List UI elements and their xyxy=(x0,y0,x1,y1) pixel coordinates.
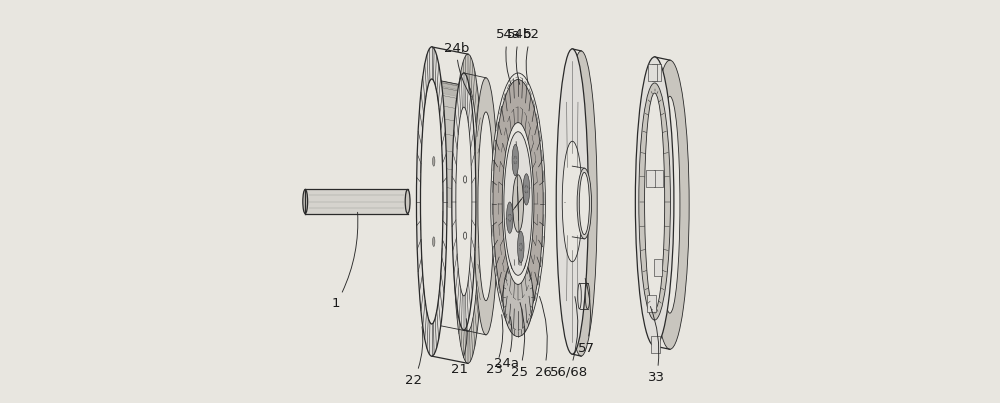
FancyBboxPatch shape xyxy=(648,64,657,81)
Polygon shape xyxy=(430,79,468,88)
Ellipse shape xyxy=(585,283,590,309)
FancyBboxPatch shape xyxy=(647,295,656,312)
FancyBboxPatch shape xyxy=(646,170,655,187)
Ellipse shape xyxy=(565,51,597,356)
Text: 56/68: 56/68 xyxy=(550,297,588,379)
Text: 57: 57 xyxy=(577,278,594,355)
Ellipse shape xyxy=(517,231,524,263)
Polygon shape xyxy=(428,81,466,92)
Ellipse shape xyxy=(478,112,494,301)
Ellipse shape xyxy=(491,73,545,334)
Ellipse shape xyxy=(416,47,447,356)
Polygon shape xyxy=(421,146,458,171)
Ellipse shape xyxy=(303,189,308,214)
Polygon shape xyxy=(425,92,463,110)
Text: 23: 23 xyxy=(486,315,503,376)
Ellipse shape xyxy=(513,175,524,232)
Ellipse shape xyxy=(463,232,467,239)
Text: 24a: 24a xyxy=(494,317,519,370)
FancyBboxPatch shape xyxy=(654,259,662,276)
Polygon shape xyxy=(420,182,457,209)
Ellipse shape xyxy=(452,73,476,330)
FancyBboxPatch shape xyxy=(305,189,408,214)
Text: 21: 21 xyxy=(451,319,468,376)
Ellipse shape xyxy=(433,156,435,166)
Polygon shape xyxy=(435,85,473,100)
Ellipse shape xyxy=(463,176,467,183)
Ellipse shape xyxy=(651,60,689,349)
Ellipse shape xyxy=(405,189,410,214)
Polygon shape xyxy=(433,81,471,92)
Polygon shape xyxy=(421,164,457,189)
Ellipse shape xyxy=(457,86,479,331)
Text: 24b: 24b xyxy=(444,42,471,97)
Ellipse shape xyxy=(577,168,592,239)
Ellipse shape xyxy=(512,144,519,176)
Text: 33: 33 xyxy=(648,307,665,384)
Text: 25: 25 xyxy=(511,303,528,379)
Ellipse shape xyxy=(639,83,670,320)
Ellipse shape xyxy=(456,107,472,296)
Ellipse shape xyxy=(506,202,513,233)
Ellipse shape xyxy=(523,174,530,205)
Ellipse shape xyxy=(556,49,588,354)
FancyBboxPatch shape xyxy=(651,336,660,353)
Ellipse shape xyxy=(504,132,532,275)
Ellipse shape xyxy=(420,79,443,324)
Ellipse shape xyxy=(578,283,581,309)
Ellipse shape xyxy=(474,78,498,335)
Polygon shape xyxy=(432,79,470,88)
Polygon shape xyxy=(422,129,459,153)
Polygon shape xyxy=(424,102,461,122)
Polygon shape xyxy=(423,115,460,137)
FancyBboxPatch shape xyxy=(654,170,663,187)
Ellipse shape xyxy=(579,172,589,235)
Text: 26: 26 xyxy=(535,297,552,379)
Ellipse shape xyxy=(645,93,665,310)
Text: 22: 22 xyxy=(405,327,423,387)
Ellipse shape xyxy=(503,258,533,337)
Ellipse shape xyxy=(493,79,543,328)
Ellipse shape xyxy=(562,141,582,262)
Ellipse shape xyxy=(635,57,674,346)
Ellipse shape xyxy=(660,96,680,313)
Text: 1: 1 xyxy=(332,212,358,310)
Text: 54b: 54b xyxy=(507,28,532,84)
Ellipse shape xyxy=(453,54,483,364)
Text: 52: 52 xyxy=(523,28,540,84)
FancyBboxPatch shape xyxy=(652,64,661,81)
Polygon shape xyxy=(427,85,464,100)
Text: 54a: 54a xyxy=(496,28,521,85)
Ellipse shape xyxy=(433,237,435,247)
Ellipse shape xyxy=(502,123,534,285)
